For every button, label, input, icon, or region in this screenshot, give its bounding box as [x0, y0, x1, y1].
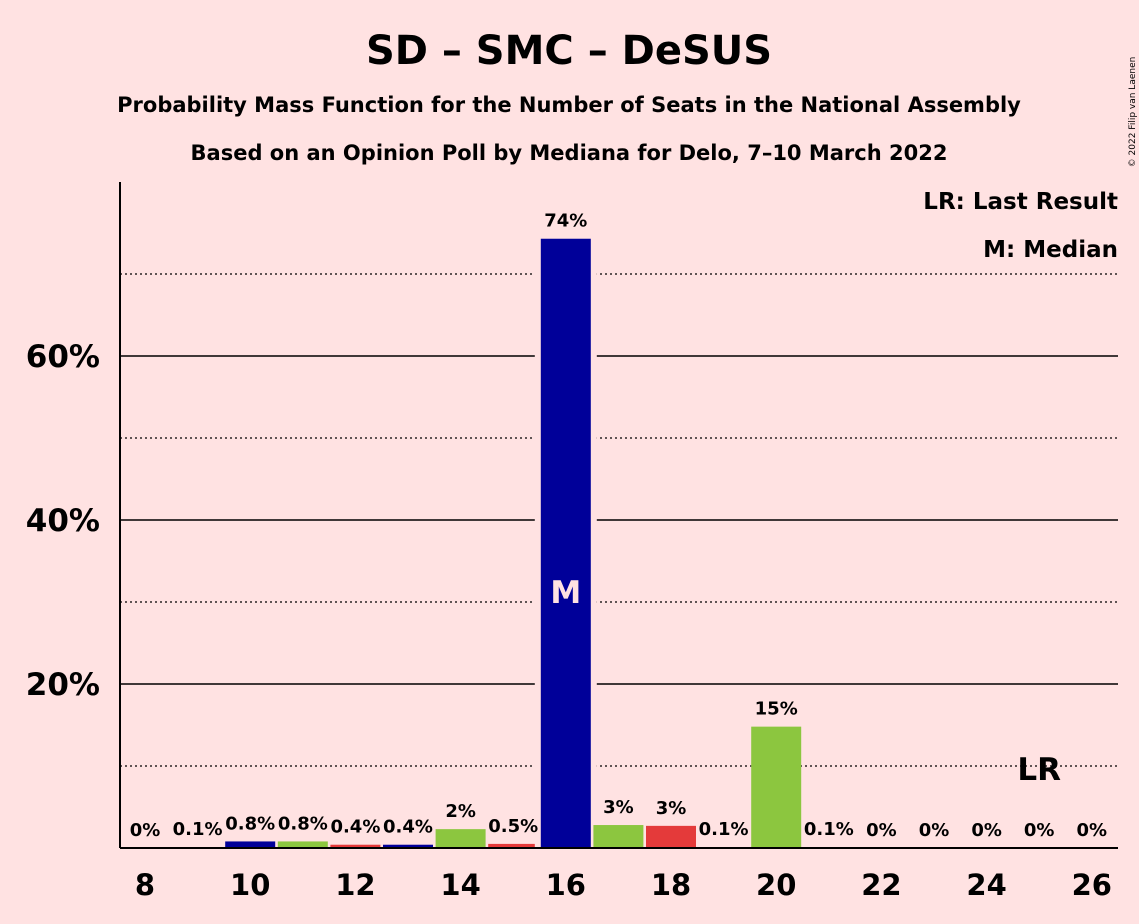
x-tick-label: 22	[861, 868, 901, 902]
x-tick-label: 26	[1072, 868, 1112, 902]
copyright-notice: © 2022 Filip van Laenen	[1128, 57, 1138, 168]
chart-title: SD – SMC – DeSUS	[366, 28, 772, 74]
bar-seat-16	[540, 238, 591, 849]
bar-seat-18	[646, 825, 696, 848]
bar-value-label: 0%	[866, 820, 897, 841]
bar-value-label: 74%	[544, 211, 587, 232]
bar-value-label: 0.5%	[488, 816, 538, 837]
bars	[172, 234, 854, 849]
bar-seat-12	[330, 844, 381, 848]
bar-value-label: 0.8%	[278, 813, 328, 834]
bar-seat-10	[225, 841, 276, 848]
bar-seat-20	[751, 726, 802, 848]
x-tick-label: 18	[651, 868, 691, 902]
bar-seat-17	[593, 825, 644, 848]
x-tick-label: 8	[135, 868, 155, 902]
x-tick-label: 10	[230, 868, 270, 902]
bar-seat-14	[435, 829, 486, 848]
bar-value-label: 0.4%	[383, 817, 433, 838]
bar-value-label: 3%	[656, 798, 687, 819]
gridlines	[120, 273, 1118, 767]
bar-seat-15	[488, 843, 539, 848]
legend-last-result: LR: Last Result	[923, 189, 1118, 215]
bar-value-label: 0.4%	[330, 817, 380, 838]
axes: 20% 40% 60% 8 10 12 14 16 18 20 22 24 26	[26, 182, 1118, 902]
bar-value-label: 0.1%	[173, 819, 223, 840]
bar-value-label: 0.1%	[699, 819, 749, 840]
y-tick-label: 60%	[26, 339, 100, 375]
bar-value-label: 0%	[1024, 820, 1055, 841]
x-tick-label: 12	[335, 868, 375, 902]
x-tick-label: 14	[440, 868, 480, 902]
bar-labels: 0% 0.1% 0.8% 0.8% 0.4% 0.4%2%0.5%74%3% 3%0.1%1…	[130, 211, 1107, 841]
x-tick-label: 16	[546, 868, 586, 902]
median-marker: M	[550, 575, 581, 611]
bar-seat-11	[277, 841, 328, 848]
bar-value-label: 15%	[755, 699, 798, 720]
chart-subtitle-2: Based on an Opinion Poll by Mediana for …	[191, 141, 948, 165]
bar-value-label: 0%	[919, 820, 950, 841]
bar-value-label: 0%	[971, 820, 1002, 841]
bar-value-label: 0%	[1077, 820, 1108, 841]
last-result-marker: LR	[1017, 752, 1061, 788]
bar-seat-13	[383, 844, 433, 848]
bar-value-label: 0.1%	[804, 819, 854, 840]
bar-value-label: 0%	[130, 820, 161, 841]
chart-subtitle-1: Probability Mass Function for the Number…	[117, 93, 1021, 117]
x-tick-label: 24	[966, 868, 1006, 902]
y-tick-label: 20%	[26, 667, 100, 703]
y-tick-label: 40%	[26, 503, 100, 539]
bar-value-label: 3%	[603, 797, 634, 818]
bar-value-label: 0.8%	[225, 813, 275, 834]
bar-value-label: 2%	[445, 801, 476, 822]
legend-median: M: Median	[983, 237, 1118, 263]
x-tick-label: 20	[756, 868, 796, 902]
